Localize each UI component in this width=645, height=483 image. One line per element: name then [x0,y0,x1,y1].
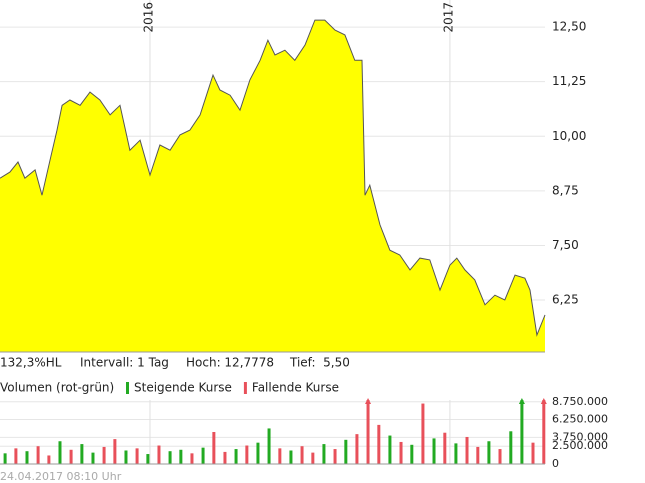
volume-bar [333,449,337,464]
volume-bar [245,445,249,464]
volume-bar [124,450,128,464]
volume-bar [421,403,425,464]
volume-bar [69,449,73,464]
volume-bar [256,442,260,464]
footer: 24.04.2017 08:10 Uhr [0,470,122,483]
info-low: Tief: 5,50 [289,356,350,370]
y-tick-label: 6,25 [552,293,579,307]
volume-bar [443,432,447,464]
volume-bar [47,455,51,464]
y-tick-label: 8,75 [552,183,579,197]
volume-bar [520,400,524,464]
volume-bar [432,438,436,464]
legend-swatch [126,382,129,394]
volume-bar [289,450,293,464]
volume-bar [498,449,502,464]
legend-label: Fallende Kurse [252,381,339,395]
y-tick-label: 7,50 [552,238,579,252]
price-area [0,20,545,352]
info-hl: 132,3%HL [0,356,62,370]
volume-bar [399,441,403,464]
volume-bar [465,436,469,464]
volume-bar [476,446,480,464]
volume-bar [377,424,381,464]
overflow-arrow [518,398,525,404]
volume-bar [300,446,304,464]
volume-bar [190,453,194,464]
volume-bar [36,446,40,464]
volume-bar [355,434,359,464]
volume-bar [146,454,150,464]
volume-bar [366,400,370,464]
volume-bar [3,453,7,464]
info-interval: Intervall: 1 Tag [80,356,169,370]
x-tick-label: 2016 [141,2,155,33]
volume-bar [267,428,271,464]
volume-bar [531,442,535,464]
overflow-arrow [540,398,547,404]
volume-bar [157,445,161,464]
volume-bar [410,444,414,464]
volume-bar [487,441,491,464]
y-tick-label: 2.500.000 [552,439,608,452]
volume-bar [454,443,458,464]
y-tick-label: 8.750.000 [552,395,608,408]
volume-bar [344,439,348,464]
volume-bar [113,439,117,464]
y-tick-label: 10,00 [552,129,586,143]
y-tick-label: 6.250.000 [552,413,608,426]
volume-bar [322,444,326,464]
y-tick-label: 11,25 [552,74,586,88]
overflow-arrow [365,398,372,404]
volume-bar [14,448,18,464]
volume-bar [201,447,205,464]
volume-bar [25,451,29,464]
y-tick-label: 3.750.000 [552,430,608,443]
y-tick-label: 0 [552,457,559,470]
y-tick-label: 12,50 [552,20,586,34]
volume-bar [80,444,84,464]
volume-bar [223,451,227,464]
volume-bar [311,452,315,464]
legend-swatch [243,382,247,394]
volume-bar [234,449,238,464]
volume-bar [91,452,95,464]
volume-bar [179,449,183,464]
volume-bar [388,435,392,464]
info-high: Hoch: 12,7778 [186,356,274,370]
volume-bar [509,431,513,464]
volume-bar [58,441,62,464]
x-tick-label: 2017 [441,2,455,33]
price-line [0,19,546,337]
volume-bar [212,432,216,464]
legend-label: Steigende Kurse [134,381,232,395]
volume-bar [278,448,282,464]
volume-bar [102,446,106,464]
volume-bar [135,448,139,464]
volume-title: Volumen (rot-grün) [0,381,114,395]
volume-bar [168,451,172,464]
volume-bar [542,400,546,464]
